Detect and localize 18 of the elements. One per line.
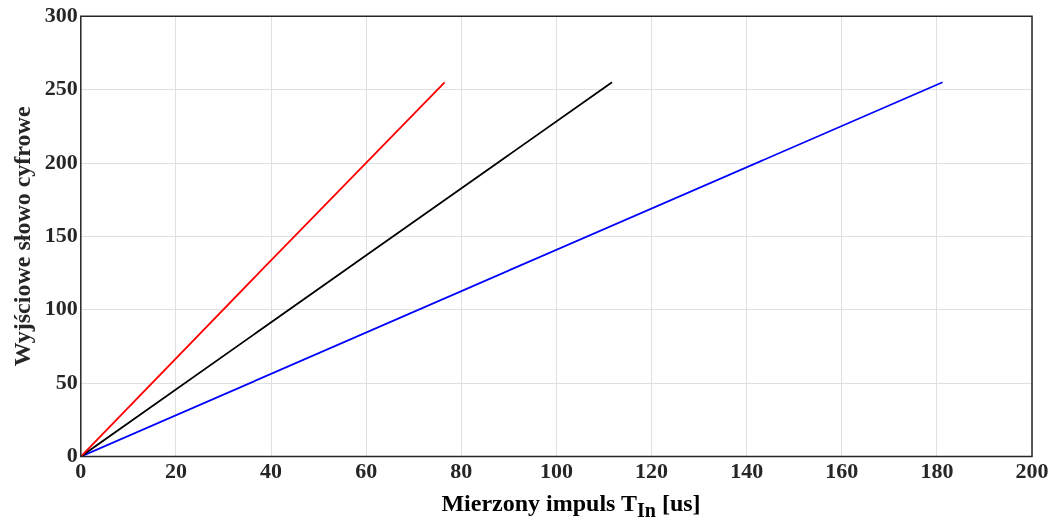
x-tick-label: 200 [1015, 458, 1049, 484]
x-tick-label: 180 [920, 458, 954, 484]
y-axis-title: Wyjściowe słowo cyfrowe [8, 106, 35, 367]
y-tick-label: 100 [44, 295, 78, 321]
x-tick-label: 60 [355, 458, 378, 484]
y-tick-label: 150 [44, 222, 78, 248]
x-tick-label: 140 [730, 458, 764, 484]
x-axis-title: Mierzony impuls T$_{In}$ [us] [440, 490, 702, 522]
y-tick-label: 200 [44, 148, 78, 174]
x-tick-label: 160 [825, 458, 859, 484]
x-tick-label: 20 [164, 458, 187, 484]
y-tick-label: 300 [44, 1, 78, 27]
x-tick-label: 120 [635, 458, 669, 484]
y-tick-label: 50 [55, 368, 78, 394]
x-tick-label: 100 [539, 458, 573, 484]
x-tick-label: 40 [260, 458, 283, 484]
x-tick-label: 80 [450, 458, 473, 484]
y-tick-label: 250 [44, 75, 78, 101]
